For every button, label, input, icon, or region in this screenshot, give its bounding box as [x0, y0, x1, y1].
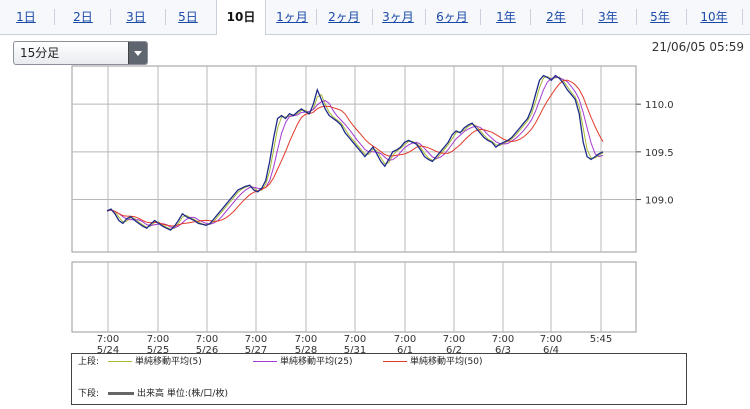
x-axis-date-label: 6/1: [397, 345, 413, 356]
tab-separator: [110, 9, 111, 25]
chart-legend: 上段: 単純移動平均(5) 単純移動平均(25) 単純移動平均(50) 下段: …: [71, 353, 687, 405]
x-axis-time-label: 7:00: [295, 334, 317, 345]
tab-separator: [636, 9, 637, 25]
tab-2-days[interactable]: 2日: [73, 10, 93, 24]
legend-lower-row: 下段: 出来高 単位:(株/口/枚): [78, 387, 678, 401]
legend-upper-label: 上段:: [78, 357, 100, 367]
tab-separator: [582, 9, 583, 25]
x-axis-time-label: 7:00: [196, 334, 218, 345]
x-axis-date-label: 6/4: [543, 345, 559, 356]
tab-1-day[interactable]: 1日: [16, 10, 36, 24]
legend-ma5-label: 単純移動平均(5): [135, 357, 202, 367]
x-axis-date-label: 6/2: [446, 345, 462, 356]
tab-separator: [372, 9, 373, 25]
x-axis-time-label: 7:00: [492, 334, 514, 345]
x-axis-time-label: 7:00: [245, 334, 267, 345]
price-axis-label: 109.0: [645, 196, 674, 207]
tab-1-month[interactable]: 1ヶ月: [276, 10, 308, 24]
tab-1-year[interactable]: 1年: [496, 10, 516, 24]
price-axis-label: 110.0: [645, 100, 674, 111]
last-updated-timestamp: 21/06/05 05:59: [651, 40, 744, 54]
x-axis-date-label: 5/31: [344, 345, 366, 356]
legend-ma50-label: 単純移動平均(50): [410, 357, 483, 367]
tab-separator: [316, 9, 317, 25]
tab-5-days[interactable]: 5日: [178, 10, 198, 24]
moving-average-line: [106, 79, 604, 227]
ma50-swatch: [383, 361, 407, 362]
chevron-down-icon[interactable]: [128, 42, 147, 64]
x-axis-time-label: 7:00: [540, 334, 562, 345]
x-axis-time-label: 7:00: [443, 334, 465, 345]
tab-2-years[interactable]: 2年: [546, 10, 566, 24]
tab-10-years[interactable]: 10年: [700, 10, 728, 24]
legend-volume-label: 出来高 単位:(株/口/枚): [137, 389, 228, 399]
tab-separator: [742, 9, 743, 25]
x-axis-date-label: 5/27: [245, 345, 267, 356]
x-axis-date-label: 5/26: [196, 345, 218, 356]
volume-plot-area: [71, 261, 637, 333]
tab-separator: [530, 9, 531, 25]
x-axis-date-label: 5/25: [147, 345, 169, 356]
tab-3-months[interactable]: 3ヶ月: [382, 10, 414, 24]
x-axis-date-label: 5/24: [97, 345, 119, 356]
tab-separator: [686, 9, 687, 25]
ma25-swatch: [253, 361, 277, 362]
x-axis-time-label: 7:00: [394, 334, 416, 345]
legend-lower-label: 下段:: [78, 389, 100, 399]
interval-select-value: 15分足: [20, 46, 60, 60]
interval-select[interactable]: 15分足: [13, 41, 148, 65]
tab-3-days[interactable]: 3日: [126, 10, 146, 24]
tab-separator: [480, 9, 481, 25]
legend-ma50: 単純移動平均(50): [383, 355, 482, 369]
ma5-swatch: [108, 361, 132, 362]
x-axis-date-label: 5/28: [295, 345, 317, 356]
x-axis-time-label: 7:00: [344, 334, 366, 345]
tab-10-days[interactable]: 10日: [216, 0, 266, 35]
tab-3-years[interactable]: 3年: [598, 10, 618, 24]
x-axis-time-label: 5:45: [590, 334, 612, 345]
volume-swatch: [108, 392, 134, 395]
x-axis-time-label: 7:00: [97, 334, 119, 345]
price-axis-label: 109.5: [645, 148, 674, 159]
tab-separator: [425, 9, 426, 25]
period-tab-bar: 1日 2日 3日 5日 10日 1ヶ月 2ヶ月 3ヶ月 6ヶ月 1年 2年 3年…: [0, 0, 750, 35]
x-axis-date-label: 6/3: [495, 345, 511, 356]
legend-ma25: 単純移動平均(25): [253, 355, 352, 369]
tab-2-months[interactable]: 2ヶ月: [328, 10, 360, 24]
tab-6-months[interactable]: 6ヶ月: [436, 10, 468, 24]
legend-ma25-label: 単純移動平均(25): [280, 357, 353, 367]
legend-ma5: 単純移動平均(5): [108, 355, 202, 369]
x-axis-time-label: 7:00: [147, 334, 169, 345]
tab-separator: [165, 9, 166, 25]
legend-volume: 出来高 単位:(株/口/枚): [108, 387, 228, 401]
tab-separator: [54, 9, 55, 25]
legend-upper-row: 上段: 単純移動平均(5) 単純移動平均(25) 単純移動平均(50): [78, 355, 678, 369]
price-line: [106, 74, 604, 231]
tab-5-years[interactable]: 5年: [650, 10, 670, 24]
price-plot-area: [71, 65, 637, 253]
